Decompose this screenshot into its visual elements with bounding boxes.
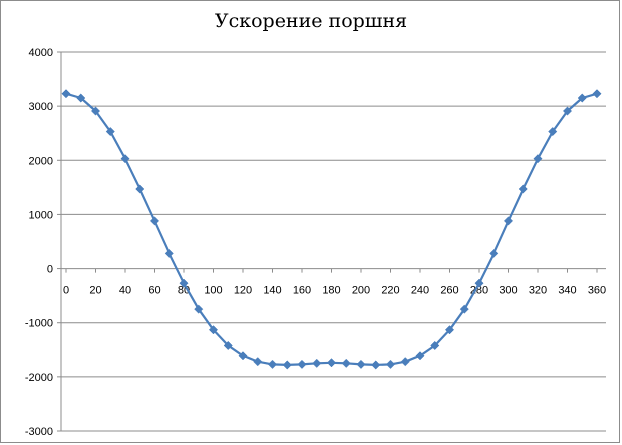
x-tick-label: 280 [470,285,488,297]
x-tick-label: 340 [558,285,576,297]
x-tick-label: 20 [89,285,101,297]
data-point [489,248,499,258]
data-point [120,154,130,164]
x-tick-label: 180 [322,285,340,297]
x-tick-label: 60 [148,285,160,297]
data-point [562,106,573,116]
data-point [267,359,278,369]
data-point [208,325,219,335]
data-point [76,93,86,103]
data-point [326,358,337,368]
data-point [164,248,174,258]
x-tick-label: 160 [293,285,311,297]
data-point [415,351,425,361]
x-tick-label: 140 [263,285,281,297]
x-tick-label: 40 [119,285,131,297]
x-tick-label: 100 [204,285,222,297]
x-tick-label: 0 [63,285,69,297]
data-point [149,216,160,226]
data-point [474,278,484,288]
data-point [444,325,455,335]
data-point [297,359,307,369]
data-point [356,359,366,369]
y-tick-label: 4000 [29,47,53,59]
data-point [400,357,410,367]
data-point [371,360,381,370]
x-tick-label: 120 [234,285,252,297]
x-tick-label: 200 [352,285,370,297]
x-tick-label: 220 [381,285,399,297]
data-point [90,106,101,116]
data-point [105,127,115,137]
y-tick-label: -1000 [25,318,53,330]
y-tick-label: 2000 [29,155,53,167]
x-tick-label: 320 [529,285,547,297]
data-point [135,184,145,194]
data-point [238,351,248,361]
data-point [503,216,514,226]
data-point [592,89,602,99]
data-point [577,93,587,103]
chart-title: Ускорение поршня [214,10,408,32]
data-point [61,89,71,99]
x-tick-label: 360 [588,285,606,297]
data-point [518,184,528,194]
data-point [253,357,263,367]
data-point [312,358,322,368]
y-tick-label: -3000 [25,426,53,438]
data-point [282,360,292,370]
x-tick-label: 240 [411,285,429,297]
data-point [179,278,189,288]
data-point [385,359,396,369]
data-point [194,304,204,314]
data-point [341,358,351,368]
x-tick-label: 300 [499,285,517,297]
data-point [548,127,558,137]
y-tick-label: 1000 [29,209,53,221]
y-tick-label: 0 [47,264,53,276]
series-line [65,92,598,366]
y-tick-label: -2000 [25,372,53,384]
data-point [533,154,543,164]
x-tick-label: 260 [440,285,458,297]
y-tick-label: 3000 [29,101,53,113]
data-point [223,340,233,351]
data-point [430,340,440,351]
data-point [459,304,469,314]
